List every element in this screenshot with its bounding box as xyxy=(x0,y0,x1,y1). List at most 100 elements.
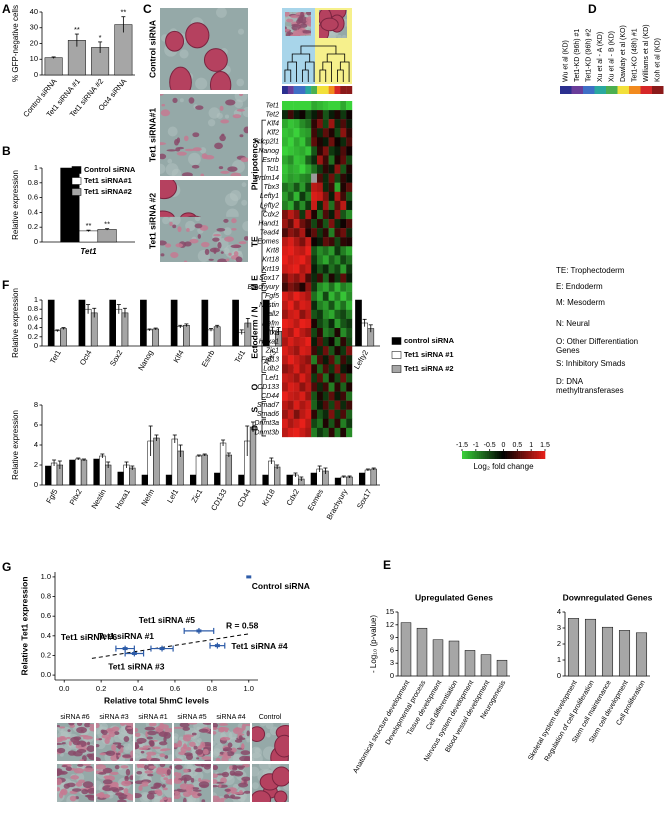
heat-cell xyxy=(311,300,318,311)
texture xyxy=(224,114,230,119)
cell xyxy=(135,727,139,733)
heat-cell xyxy=(293,219,300,229)
heat-cell xyxy=(322,273,329,283)
heat-cell xyxy=(311,355,318,365)
cell xyxy=(114,764,120,770)
cell xyxy=(223,794,230,799)
heat-cell xyxy=(346,273,353,283)
heat-cell xyxy=(293,237,300,247)
texture xyxy=(337,34,342,38)
cell xyxy=(213,247,217,255)
heat-cell xyxy=(299,409,306,419)
cell xyxy=(183,260,188,262)
heat-cell xyxy=(305,191,312,202)
heat-cell xyxy=(340,300,347,311)
cell xyxy=(69,795,77,802)
heat-cell xyxy=(311,291,318,301)
cell xyxy=(117,799,127,802)
bar xyxy=(54,330,61,347)
cell xyxy=(306,12,311,16)
cell xyxy=(124,775,129,782)
cell xyxy=(160,142,167,146)
scale-segment xyxy=(542,451,546,459)
gene-label: Hand1 xyxy=(258,220,279,227)
bar xyxy=(346,476,353,486)
micrograph-content xyxy=(174,764,211,802)
cell xyxy=(151,746,161,750)
gene-label: Dnmt3b xyxy=(254,429,279,436)
chart-title: Downregulated Genes xyxy=(563,592,653,602)
cell xyxy=(291,23,301,27)
heat-cell xyxy=(340,137,347,147)
heat-cell xyxy=(334,337,341,347)
heat-cell xyxy=(322,128,329,138)
heat-cell xyxy=(311,110,318,120)
panel-label: F xyxy=(2,278,9,292)
gene-label: Klf2 xyxy=(267,130,279,137)
heat-cell xyxy=(287,309,294,320)
heat-cell xyxy=(334,318,341,329)
cell xyxy=(163,777,169,781)
cell xyxy=(246,730,250,737)
cell xyxy=(174,758,183,761)
scale-segment xyxy=(499,451,502,459)
heat-cell xyxy=(328,137,335,147)
heat-cell xyxy=(322,318,329,329)
heat-cell xyxy=(287,264,294,274)
cell xyxy=(238,782,249,788)
cell xyxy=(159,764,166,768)
heat-cell xyxy=(346,155,353,165)
heat-cell xyxy=(311,191,318,202)
heat-cell xyxy=(305,291,312,301)
heat-cell xyxy=(287,337,294,347)
x-tick-label: CD44 xyxy=(235,487,252,508)
texture xyxy=(193,770,204,781)
heat-cell xyxy=(287,110,294,120)
texture xyxy=(252,752,263,761)
scale-segment xyxy=(464,451,467,459)
x-tick-label: Klf4 xyxy=(171,348,185,364)
y-tick-label: 1 xyxy=(34,295,38,304)
cell xyxy=(96,764,107,770)
heat-cell xyxy=(299,427,306,438)
x-tick-label: 0.8 xyxy=(207,684,217,693)
heat-cell xyxy=(287,191,294,202)
bar xyxy=(355,299,362,347)
dataset-color xyxy=(299,86,306,94)
x-tick-label: Esrrb xyxy=(200,348,217,368)
legend-swatch xyxy=(571,86,583,94)
cell xyxy=(159,749,167,752)
legend-label: Tet1-KO (48h) #1 xyxy=(632,28,639,82)
point xyxy=(122,647,128,651)
cell xyxy=(195,105,204,110)
cell xyxy=(146,736,154,740)
heat-cell xyxy=(317,155,324,165)
heat-cell xyxy=(328,110,335,120)
heat-cell xyxy=(334,173,341,183)
heat-cell xyxy=(311,155,318,165)
heat-cell xyxy=(311,128,318,138)
panel-label: D xyxy=(588,2,597,16)
heat-cell xyxy=(293,418,300,429)
cell xyxy=(96,723,100,729)
heat-cell xyxy=(305,318,312,329)
y-tick-label: 12 xyxy=(386,620,394,629)
heat-cell xyxy=(346,209,353,220)
photo-label: siRNA #5 xyxy=(177,714,206,721)
scale-tick-label: -1 xyxy=(473,442,479,449)
heat-cell xyxy=(287,273,294,283)
heat-cell xyxy=(317,191,324,202)
heat-cell xyxy=(311,101,318,111)
heat-cell xyxy=(311,228,318,238)
heat-cell xyxy=(305,173,312,183)
legend-label: Dawlaty et al (KO) xyxy=(620,25,627,82)
heat-cell xyxy=(299,119,306,129)
heat-cell xyxy=(334,228,341,238)
colony xyxy=(274,734,289,758)
cell xyxy=(290,15,300,19)
cell xyxy=(191,164,200,169)
bar xyxy=(153,437,160,486)
scale-tick-label: 1 xyxy=(529,442,533,449)
y-axis-label: Relative Tet1 expression xyxy=(19,576,29,675)
heat-cell xyxy=(328,318,335,329)
